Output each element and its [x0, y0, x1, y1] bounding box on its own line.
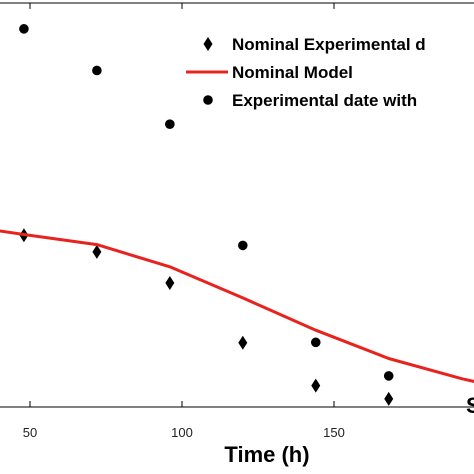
legend-label: Nominal Model: [232, 63, 353, 82]
legend-label: Nominal Experimental d: [232, 35, 426, 54]
legend: Nominal Experimental d Nominal Model Exper…: [186, 35, 426, 110]
plot-area: [0, 24, 474, 406]
circle-point: [310, 337, 321, 348]
series-1: [19, 228, 394, 406]
circle-point: [165, 119, 175, 129]
diamond-point: [238, 335, 248, 350]
x-tick-label: 150: [323, 425, 345, 440]
circle-point: [92, 65, 102, 76]
legend-item: Experimental date with: [203, 91, 417, 110]
x-tick-label: 50: [23, 425, 37, 440]
legend-label: Experimental date with: [232, 91, 417, 110]
series-3: [19, 24, 394, 381]
x-axis-title: Time (h): [224, 442, 309, 467]
circle-point: [19, 24, 29, 34]
legend-circle-swatch: [203, 95, 213, 105]
diamond-point: [384, 391, 394, 406]
model-line: [0, 229, 474, 384]
x-ticks: 50 100 150: [23, 3, 345, 440]
series-2: [0, 229, 474, 384]
circle-point: [238, 240, 248, 251]
legend-diamond-swatch: [203, 37, 213, 51]
axes: 50 100 150: [0, 2, 474, 440]
diamond-point: [165, 275, 175, 290]
x-tick-label: 100: [171, 425, 193, 440]
diamond-point: [311, 378, 321, 393]
diamond-point: [92, 244, 102, 259]
corner-text: S: [466, 393, 474, 418]
legend-item: Nominal Model: [186, 63, 353, 82]
legend-item: Nominal Experimental d: [203, 35, 426, 54]
circle-point: [383, 371, 394, 381]
